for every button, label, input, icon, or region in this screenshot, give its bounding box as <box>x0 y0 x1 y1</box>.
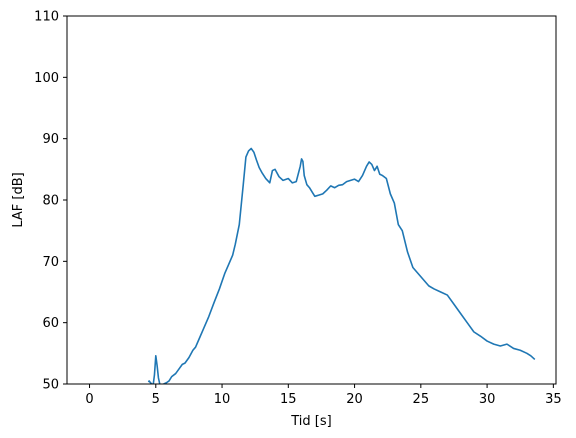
y-tick-label: 110 <box>34 10 59 25</box>
series-line-0 <box>147 147 536 384</box>
x-tick-label: 20 <box>346 392 363 407</box>
x-tick-label: 5 <box>152 392 160 407</box>
y-tick-label: 80 <box>42 194 59 209</box>
x-tick-label: 0 <box>85 392 93 407</box>
x-tick-label: 25 <box>413 392 430 407</box>
x-tick-label: 30 <box>479 392 496 407</box>
y-axis: 50 60 70 80 90 100 110 <box>34 10 67 393</box>
y-tick-label: 50 <box>42 378 59 393</box>
y-tick-label: 90 <box>42 132 59 147</box>
x-tick-label: 35 <box>545 392 562 407</box>
x-axis: 0 5 10 15 20 25 30 35 <box>85 384 562 407</box>
x-tick-label: 10 <box>214 392 231 407</box>
y-tick-label: 100 <box>34 71 59 86</box>
plot-area <box>147 147 536 384</box>
x-axis-label: Tid [s] <box>290 414 331 429</box>
y-axis-label: LAF [dB] <box>11 172 26 227</box>
x-tick-label: 15 <box>280 392 297 407</box>
y-tick-label: 70 <box>42 255 59 270</box>
y-tick-label: 60 <box>42 316 59 331</box>
